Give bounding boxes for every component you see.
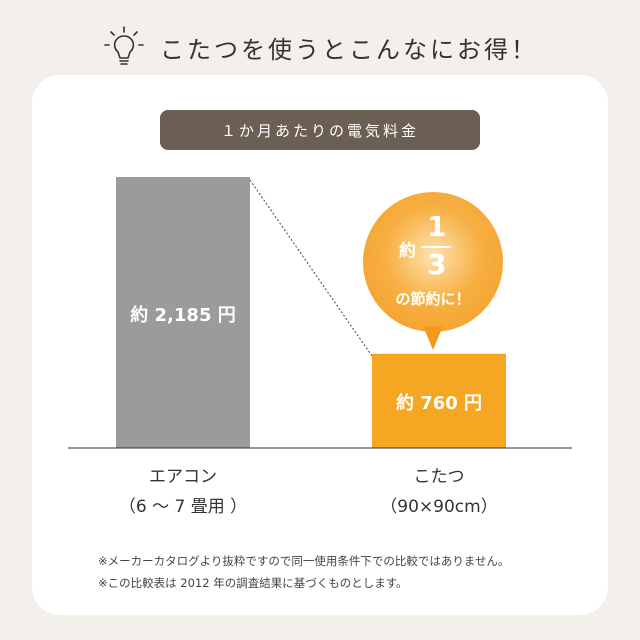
savings-bubble: 約 1 3 の節約に！ — [363, 192, 503, 332]
category-aircon: エアコン （6 〜 7 畳用 ） — [86, 462, 280, 522]
bubble-prefix: 約 — [399, 241, 416, 261]
category-name: エアコン — [149, 467, 217, 487]
lightbulb-icon — [104, 26, 144, 65]
bubble-denominator: 3 — [427, 248, 447, 281]
bubble-numerator: 1 — [427, 210, 447, 243]
bar-label-aircon: 約 2,185 円 — [130, 304, 236, 326]
category-kotatsu: こたつ （90×90cm） — [342, 462, 536, 522]
note-1: ※メーカーカタログより抜粋ですので同一使用条件下での比較ではありません。 — [98, 554, 510, 568]
bubble-suffix: の節約に！ — [395, 290, 471, 308]
bar-kotatsu — [372, 353, 506, 448]
bar-label-kotatsu: 約 760 円 — [395, 392, 483, 414]
category-name: こたつ — [413, 467, 465, 487]
note-2: ※この比較表は 2012 年の調査結果に基づくものとします。 — [98, 576, 408, 590]
header: こたつを使うとこんなにお得！ — [0, 22, 640, 72]
dotted-connector — [249, 179, 373, 357]
category-detail: （6 〜 7 畳用 ） — [118, 497, 248, 517]
bar-aircon — [116, 177, 250, 448]
fraction-bar — [421, 246, 451, 248]
category-detail: （90×90cm） — [380, 497, 498, 517]
bubble-tail — [423, 326, 443, 350]
chart-title-pill: １か月あたりの電気料金 — [160, 110, 480, 150]
page-title: こたつを使うとこんなにお得！ — [160, 35, 538, 64]
